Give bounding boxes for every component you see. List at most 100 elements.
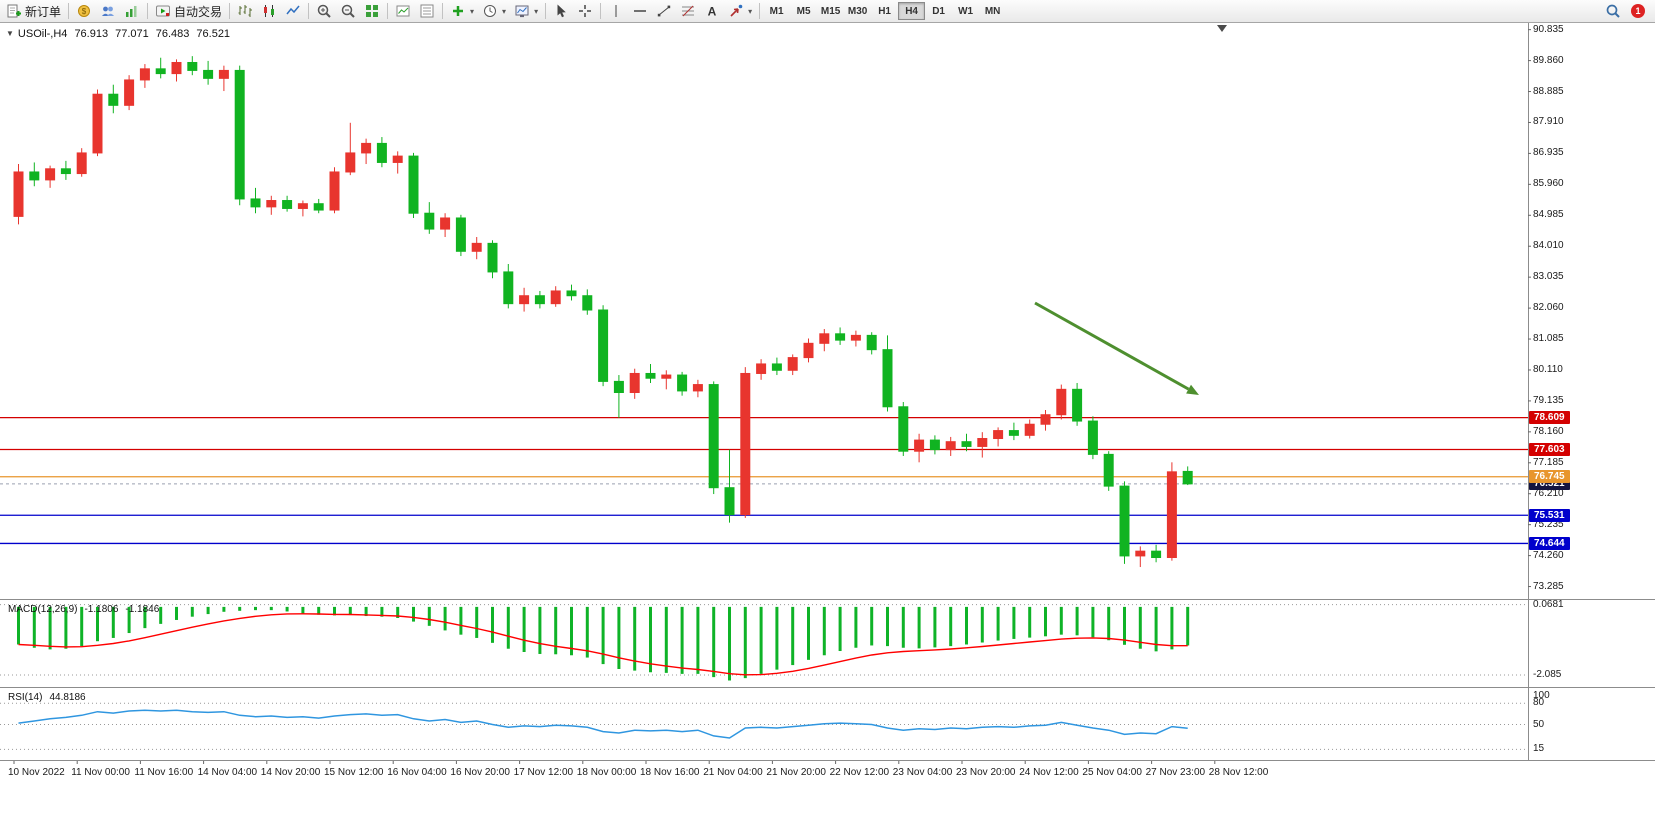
candle (692, 384, 703, 392)
deposit-button[interactable]: $ (72, 1, 96, 21)
community-icon (100, 3, 116, 19)
bar-chart-icon (237, 3, 253, 19)
chevron-down-icon: ▾ (502, 6, 507, 16)
horizontal-line-button[interactable] (628, 1, 652, 21)
alerts-button[interactable]: 1 (1627, 1, 1649, 21)
candle (1103, 453, 1114, 487)
candle (455, 217, 466, 252)
line-chart-button[interactable] (281, 1, 305, 21)
toolbar-separator (545, 3, 547, 19)
candle (155, 68, 166, 75)
template-icon (514, 3, 530, 19)
price-axis-label: 84.010 (1533, 240, 1564, 252)
price-axis[interactable]: 90.835 89.860 88.885 87.910 86.935 85.960 84.9… (1529, 0, 1655, 823)
price-marker-label: 75.531 (1529, 508, 1570, 522)
candle (282, 200, 293, 209)
chart-symbol-label: ▼ USOil-,H4 76.913 77.071 76.483 76.521 (6, 28, 230, 40)
time-axis-label: 18 Nov 00:00 (576, 767, 637, 778)
candle (740, 372, 751, 516)
autotrading-button[interactable]: 自动交易 (151, 1, 226, 21)
timeframe-m1-button[interactable]: M1 (763, 2, 790, 20)
candle (850, 334, 861, 341)
time-axis-label: 11 Nov 00:00 (71, 767, 130, 778)
ohlc-high: 77.071 (115, 28, 149, 40)
trend-arrow-annotation[interactable] (1034, 301, 1190, 391)
timeframe-m5-button[interactable]: M5 (790, 2, 817, 20)
candle (898, 406, 909, 452)
timeframe-mn-button[interactable]: MN (979, 2, 1006, 20)
price-axis-label: 85.960 (1533, 178, 1564, 190)
chart-shift-marker-icon[interactable] (1217, 25, 1227, 32)
candle (993, 430, 1004, 440)
time-axis[interactable]: 10 Nov 2022 11 Nov 00:00 11 Nov 16:00 14 No… (0, 760, 1528, 786)
candle (550, 290, 561, 305)
periods-button[interactable]: ▾ (478, 1, 510, 21)
candle (424, 212, 435, 230)
chart-collapse-icon[interactable]: ▼ (6, 29, 14, 38)
tile-windows-button[interactable] (360, 1, 384, 21)
rsi-line (18, 709, 1188, 739)
candle (408, 155, 419, 214)
candle (60, 168, 71, 175)
candle (234, 69, 245, 200)
notification-badge: 1 (1631, 4, 1645, 18)
price-axis-label: 82.060 (1533, 302, 1564, 314)
candle (835, 333, 846, 341)
chevron-down-icon: ▾ (470, 6, 475, 16)
toolbar-separator (308, 3, 310, 19)
time-axis-label: 14 Nov 04:00 (197, 767, 258, 778)
clock-icon (482, 3, 498, 19)
time-axis-label: 21 Nov 20:00 (766, 767, 826, 778)
candle (1072, 388, 1083, 422)
timeframe-d1-button[interactable]: D1 (925, 2, 952, 20)
price-axis-label: 80.110 (1533, 363, 1563, 375)
fibonacci-button[interactable] (676, 1, 700, 21)
crosshair-button[interactable] (573, 1, 597, 21)
price-axis-label: 84.985 (1533, 209, 1564, 221)
candle (598, 309, 609, 382)
candle (724, 487, 735, 516)
trendline-button[interactable] (652, 1, 676, 21)
zoom-out-button[interactable] (336, 1, 360, 21)
toolbar-separator (600, 3, 602, 19)
search-button[interactable] (1601, 1, 1625, 21)
community-button[interactable] (96, 1, 120, 21)
price-axis-label: 76.210 (1533, 487, 1564, 499)
line-chart-icon (285, 3, 301, 19)
zoom-in-button[interactable] (312, 1, 336, 21)
candle (471, 242, 482, 252)
timeframe-m30-button[interactable]: M30 (844, 2, 871, 20)
price-axis-label: 79.135 (1533, 394, 1564, 406)
timeframe-h4-button[interactable]: H4 (898, 2, 926, 20)
timeframe-w1-button[interactable]: W1 (952, 2, 979, 20)
pane-divider-rsi[interactable] (0, 687, 1655, 688)
bar-chart-button[interactable] (233, 1, 257, 21)
text-tool-button[interactable]: A (700, 1, 724, 21)
time-axis-label: 18 Nov 16:00 (640, 767, 700, 778)
new-order-button[interactable]: 新订单 (2, 1, 65, 21)
cascade-windows-button[interactable] (391, 1, 415, 21)
toolbar-separator (759, 3, 761, 19)
candlestick-chart-button[interactable] (257, 1, 281, 21)
vertical-line-button[interactable] (604, 1, 628, 21)
new-chart-button[interactable]: ▾ (446, 1, 478, 21)
candle (313, 203, 324, 211)
rsi-name: RSI(14) (8, 692, 43, 703)
connection-button[interactable] (120, 1, 144, 21)
arrange-windows-button[interactable] (415, 1, 439, 21)
timeframe-m15-button[interactable]: M15 (817, 2, 844, 20)
time-axis-label: 15 Nov 12:00 (324, 767, 384, 778)
timeframe-h1-button[interactable]: H1 (871, 2, 898, 20)
templates-button[interactable]: ▾ (510, 1, 542, 21)
time-axis-label: 23 Nov 04:00 (892, 767, 953, 778)
candle (124, 79, 135, 106)
candlestick-icon (261, 3, 277, 19)
hline-icon (632, 3, 648, 19)
shapes-button[interactable]: ▾ (724, 1, 756, 21)
pane-divider-macd[interactable] (0, 599, 1655, 600)
fibonacci-icon (680, 3, 696, 19)
price-marker-label: 74.644 (1529, 536, 1570, 550)
time-axis-label: 14 Nov 20:00 (260, 767, 321, 778)
candle (1151, 550, 1162, 559)
cursor-button[interactable] (549, 1, 573, 21)
